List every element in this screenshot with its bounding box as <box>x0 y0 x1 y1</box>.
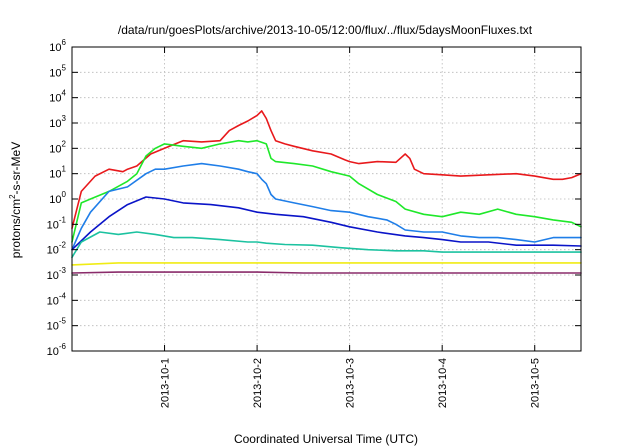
series-line-4 <box>71 196 582 251</box>
series-line-2 <box>71 139 582 243</box>
series-line-3 <box>71 162 582 251</box>
series-line-5 <box>71 231 582 259</box>
series-line-6 <box>71 262 582 266</box>
x-tick-group: 2013-10-1 2013-10-2 2013-10-3 2013-10-4 2013… <box>160 47 542 408</box>
y-tick-label: 10-1 <box>47 215 67 231</box>
grid-lines <box>72 47 581 351</box>
y-axis-label: protons/cm2-s-sr-MeV <box>8 142 23 258</box>
y-tick-label: 104 <box>49 89 66 105</box>
y-tick-label: 10-5 <box>47 317 67 333</box>
x-tick-label: 2013-10-4 <box>437 358 449 408</box>
y-tick-label: 10-6 <box>47 342 67 358</box>
x-axis-label: Coordinated Universal Time (UTC) <box>234 432 418 446</box>
y-tick-label: 101 <box>49 165 66 181</box>
y-tick-label: 102 <box>49 139 66 155</box>
series-line-1 <box>71 110 582 230</box>
y-tick-label: 10-2 <box>47 241 67 257</box>
x-tick-label: 2013-10-2 <box>252 358 264 408</box>
series-group <box>71 110 582 274</box>
x-tick-label: 2013-10-1 <box>160 358 172 408</box>
x-tick-label: 2013-10-3 <box>345 358 357 408</box>
y-tick-label: 105 <box>49 63 66 79</box>
y-tick-label: 10-4 <box>47 291 67 307</box>
y-tick-label: 103 <box>49 114 66 130</box>
chart-title: /data/run/goesPlots/archive/2013-10-05/1… <box>118 23 533 37</box>
y-tick-label: 100 <box>49 190 66 206</box>
y-tick-label: 106 <box>49 38 66 54</box>
y-tick-label: 10-3 <box>47 266 67 282</box>
x-tick-label: 2013-10-5 <box>530 358 542 408</box>
series-line-7 <box>71 271 582 274</box>
y-tick-group: 10-6 10-5 10-4 10-3 10-2 10-1 100 101 102 103 104 1… <box>47 38 581 358</box>
